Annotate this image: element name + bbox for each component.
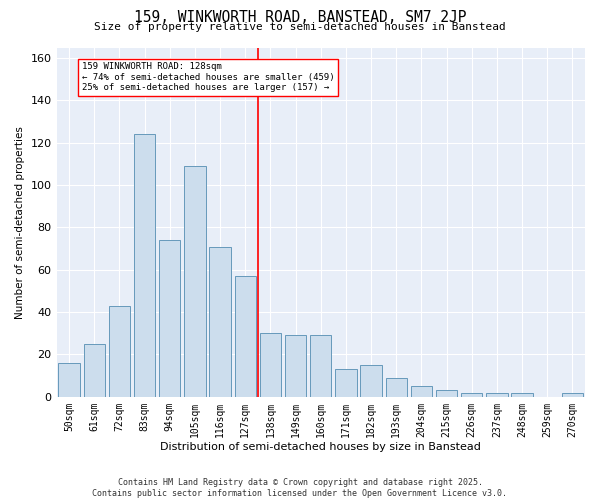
Text: 159, WINKWORTH ROAD, BANSTEAD, SM7 2JP: 159, WINKWORTH ROAD, BANSTEAD, SM7 2JP xyxy=(134,10,466,25)
Bar xyxy=(285,336,307,397)
Bar xyxy=(361,365,382,397)
Bar xyxy=(209,246,231,397)
Bar xyxy=(159,240,181,397)
Bar xyxy=(411,386,432,397)
Bar xyxy=(260,334,281,397)
Bar xyxy=(511,392,533,397)
Bar xyxy=(58,363,80,397)
Text: 159 WINKWORTH ROAD: 128sqm
← 74% of semi-detached houses are smaller (459)
25% o: 159 WINKWORTH ROAD: 128sqm ← 74% of semi… xyxy=(82,62,334,92)
Bar xyxy=(109,306,130,397)
Bar xyxy=(335,370,356,397)
Bar xyxy=(184,166,206,397)
Text: Size of property relative to semi-detached houses in Banstead: Size of property relative to semi-detach… xyxy=(94,22,506,32)
Bar xyxy=(83,344,105,397)
Bar xyxy=(386,378,407,397)
Bar xyxy=(436,390,457,397)
Bar xyxy=(486,392,508,397)
Bar xyxy=(461,392,482,397)
Text: Contains HM Land Registry data © Crown copyright and database right 2025.
Contai: Contains HM Land Registry data © Crown c… xyxy=(92,478,508,498)
Bar xyxy=(235,276,256,397)
Bar xyxy=(310,336,331,397)
Y-axis label: Number of semi-detached properties: Number of semi-detached properties xyxy=(15,126,25,318)
X-axis label: Distribution of semi-detached houses by size in Banstead: Distribution of semi-detached houses by … xyxy=(160,442,481,452)
Bar xyxy=(562,392,583,397)
Bar xyxy=(134,134,155,397)
